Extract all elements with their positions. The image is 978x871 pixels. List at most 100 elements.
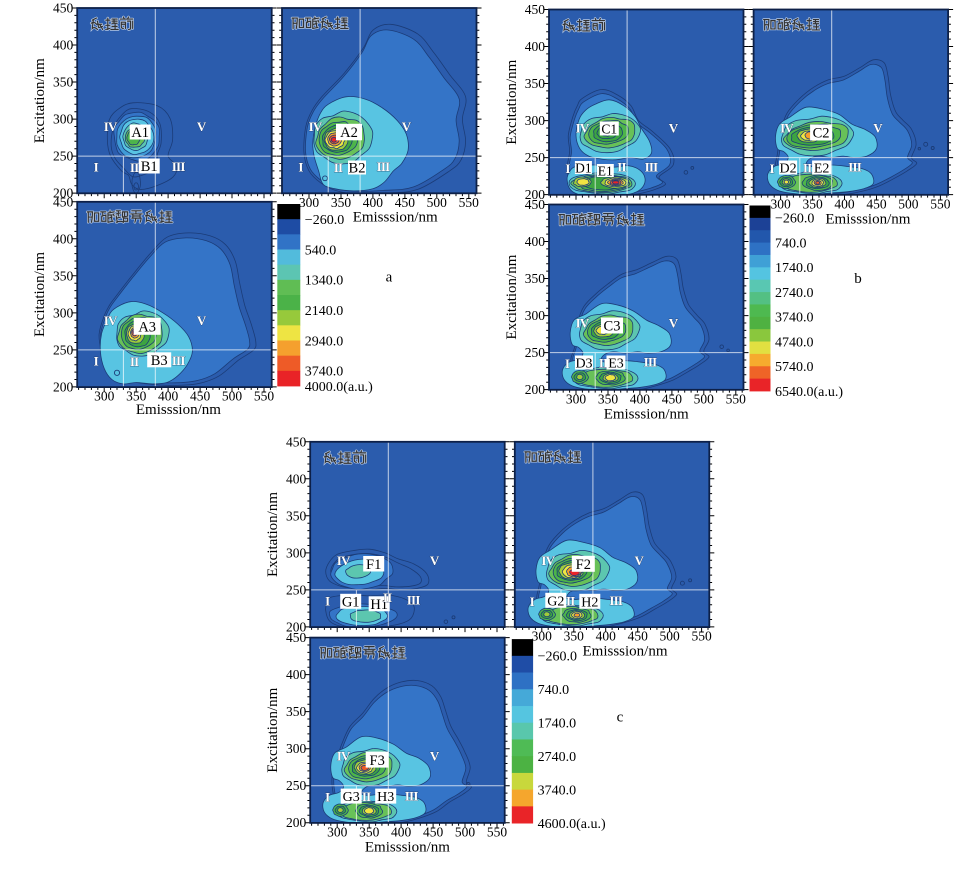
svg-text:450: 450: [423, 824, 444, 839]
svg-text:IV: IV: [576, 316, 590, 331]
svg-text:V: V: [430, 553, 440, 568]
svg-text:400: 400: [286, 667, 307, 682]
svg-text:740.0: 740.0: [775, 236, 807, 251]
svg-text:II: II: [599, 356, 608, 371]
svg-text:500: 500: [222, 389, 243, 404]
svg-text:1740.0: 1740.0: [538, 717, 577, 732]
svg-text:500: 500: [898, 196, 919, 211]
svg-text:II: II: [334, 160, 343, 175]
svg-text:450: 450: [286, 434, 307, 449]
svg-text:D3: D3: [575, 357, 592, 372]
svg-text:740.0: 740.0: [538, 683, 570, 698]
svg-text:400: 400: [834, 196, 855, 211]
svg-text:3740.0: 3740.0: [538, 783, 577, 798]
svg-text:A2: A2: [340, 125, 358, 141]
svg-text:−260.0: −260.0: [305, 213, 344, 228]
svg-text:Excitation/nm: Excitation/nm: [504, 254, 520, 339]
svg-text:III: III: [405, 789, 419, 804]
svg-text:C3: C3: [604, 319, 621, 335]
svg-text:250: 250: [525, 150, 546, 165]
svg-text:1740.0: 1740.0: [775, 261, 814, 276]
svg-text:IV: IV: [780, 121, 794, 136]
svg-text:250: 250: [53, 149, 74, 164]
svg-text:I: I: [565, 161, 570, 176]
svg-text:200: 200: [286, 815, 307, 830]
svg-text:Emisssion/nm: Emisssion/nm: [136, 402, 221, 418]
svg-text:IV: IV: [104, 119, 118, 134]
svg-text:H2: H2: [581, 595, 598, 610]
svg-text:450: 450: [866, 196, 887, 211]
svg-text:400: 400: [53, 231, 74, 246]
svg-text:I: I: [325, 790, 330, 805]
svg-text:350: 350: [286, 508, 307, 523]
svg-text:350: 350: [564, 629, 585, 644]
svg-text:2740.0: 2740.0: [538, 750, 577, 765]
svg-text:II: II: [130, 160, 139, 175]
svg-text:250: 250: [286, 778, 307, 793]
svg-text:400: 400: [286, 471, 307, 486]
svg-text:540.0: 540.0: [305, 243, 337, 258]
svg-text:E1: E1: [598, 163, 613, 178]
svg-text:400: 400: [363, 195, 384, 210]
svg-text:250: 250: [286, 582, 307, 597]
svg-text:V: V: [669, 121, 679, 136]
svg-text:Excitation/nm: Excitation/nm: [32, 58, 48, 143]
svg-text:III: III: [644, 355, 658, 370]
svg-text:IV: IV: [309, 119, 323, 134]
svg-text:300: 300: [327, 824, 348, 839]
svg-text:II: II: [362, 789, 371, 804]
svg-text:III: III: [407, 592, 421, 607]
svg-text:C1: C1: [601, 121, 617, 136]
svg-text:Emisssion/nm: Emisssion/nm: [582, 644, 667, 660]
svg-text:F2: F2: [576, 557, 591, 573]
svg-text:350: 350: [359, 824, 380, 839]
svg-text:H1: H1: [370, 597, 388, 613]
svg-text:6540.0(a.u.): 6540.0(a.u.): [775, 385, 843, 400]
svg-text:300: 300: [94, 389, 115, 404]
svg-text:I: I: [565, 356, 570, 371]
svg-text:B1: B1: [141, 159, 158, 175]
svg-text:4600.0(a.u.): 4600.0(a.u.): [538, 817, 606, 832]
svg-text:I: I: [325, 593, 330, 608]
svg-text:A1: A1: [131, 125, 149, 141]
svg-text:IV: IV: [541, 553, 555, 568]
svg-text:300: 300: [286, 545, 307, 560]
svg-text:450: 450: [628, 629, 649, 644]
svg-text:2740.0: 2740.0: [775, 286, 814, 301]
svg-text:II: II: [383, 590, 392, 605]
svg-text:−260.0: −260.0: [775, 212, 814, 227]
svg-text:IV: IV: [576, 121, 590, 136]
svg-text:III: III: [172, 159, 186, 174]
svg-text:II: II: [566, 593, 575, 608]
svg-text:G2: G2: [547, 594, 564, 609]
svg-text:V: V: [873, 121, 883, 136]
svg-text:300: 300: [525, 113, 546, 128]
svg-text:300: 300: [299, 195, 320, 210]
svg-text:550: 550: [487, 824, 508, 839]
svg-text:IV: IV: [337, 749, 351, 764]
svg-text:500: 500: [455, 824, 476, 839]
svg-text:III: III: [645, 160, 659, 175]
svg-text:III: III: [377, 159, 391, 174]
svg-text:Emisssion/nm: Emisssion/nm: [365, 839, 450, 855]
svg-text:550: 550: [459, 195, 480, 210]
svg-text:F3: F3: [370, 753, 385, 769]
svg-text:5740.0: 5740.0: [775, 360, 814, 375]
svg-text:V: V: [430, 749, 440, 764]
svg-text:450: 450: [525, 2, 546, 17]
svg-text:450: 450: [525, 197, 546, 212]
svg-text:550: 550: [254, 389, 275, 404]
svg-text:E3: E3: [608, 357, 624, 372]
svg-text:450: 450: [53, 194, 74, 209]
svg-text:200: 200: [286, 619, 307, 634]
svg-text:350: 350: [525, 271, 546, 286]
svg-text:II: II: [803, 161, 812, 176]
svg-text:A3: A3: [138, 320, 156, 336]
svg-text:350: 350: [53, 75, 74, 90]
svg-text:IV: IV: [337, 553, 351, 568]
svg-text:4000.0(a.u.): 4000.0(a.u.): [305, 380, 373, 395]
svg-text:V: V: [197, 313, 207, 328]
svg-text:450: 450: [662, 391, 683, 406]
svg-text:350: 350: [598, 391, 619, 406]
svg-text:Excitation/nm: Excitation/nm: [32, 252, 48, 337]
